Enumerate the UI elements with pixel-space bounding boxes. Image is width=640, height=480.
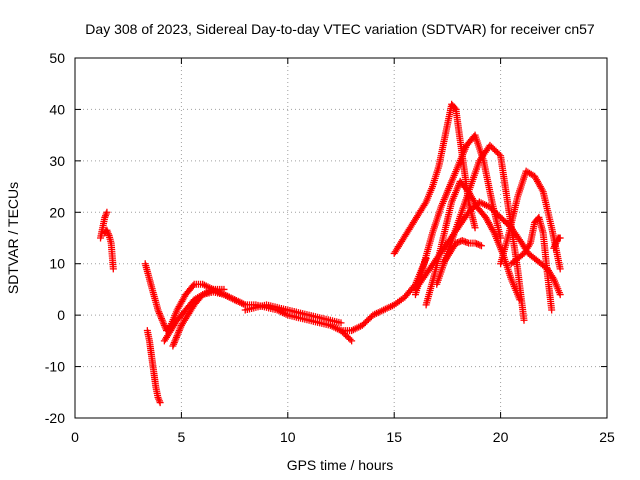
x-tick-label: 0 bbox=[71, 429, 79, 445]
plot-frame bbox=[74, 57, 608, 419]
y-axis-label: SDTVAR / TECUs bbox=[5, 182, 21, 294]
series-sat-d bbox=[143, 327, 164, 407]
data-point bbox=[109, 265, 117, 273]
series-sat-n bbox=[411, 198, 564, 299]
data-point-fill bbox=[189, 282, 197, 290]
x-axis-label: GPS time / hours bbox=[287, 457, 394, 473]
series-sat-m bbox=[439, 237, 485, 268]
x-tick-label: 15 bbox=[386, 429, 402, 445]
data-point bbox=[103, 208, 111, 216]
data-point-fill bbox=[346, 335, 354, 343]
series-sat-p bbox=[507, 213, 556, 314]
data-point-fill bbox=[102, 212, 110, 220]
data-point-fill bbox=[451, 104, 459, 112]
y-tick-label: 10 bbox=[49, 256, 65, 272]
data-point-fill bbox=[155, 395, 163, 403]
axis-ticks bbox=[74, 57, 608, 419]
x-tick-label: 25 bbox=[599, 429, 615, 445]
data-point bbox=[556, 234, 564, 242]
data-point bbox=[220, 285, 228, 293]
y-tick-label: 0 bbox=[57, 307, 65, 323]
y-tick-label: 50 bbox=[49, 50, 65, 66]
data-point-fill bbox=[495, 150, 503, 158]
x-tick-label: 20 bbox=[493, 429, 509, 445]
data-marks bbox=[97, 100, 564, 407]
x-tick-label: 10 bbox=[280, 429, 296, 445]
series-sat-f bbox=[169, 285, 228, 350]
chart-title: Day 308 of 2023, Sidereal Day-to-day VTE… bbox=[85, 21, 595, 37]
series-sat-o bbox=[497, 167, 564, 273]
series-sat-e bbox=[160, 288, 249, 345]
y-tick-label: 40 bbox=[49, 101, 65, 117]
series-sat-q bbox=[550, 234, 564, 252]
data-point bbox=[477, 242, 485, 250]
data-point bbox=[556, 265, 564, 273]
y-tick-label: 30 bbox=[49, 153, 65, 169]
series-sat-b bbox=[101, 226, 117, 273]
y-tick-label: 20 bbox=[49, 204, 65, 220]
series-sat-a bbox=[97, 208, 111, 242]
data-point bbox=[348, 337, 356, 345]
grid-lines bbox=[75, 58, 607, 418]
data-point bbox=[337, 319, 345, 327]
tick-labels: 0 5 10 15 20 25 -20 -10 0 10 20 30 40 50 bbox=[45, 50, 615, 445]
data-point bbox=[520, 316, 528, 324]
data-point bbox=[156, 399, 164, 407]
data-point bbox=[471, 224, 479, 232]
y-tick-label: -20 bbox=[45, 410, 65, 426]
data-point bbox=[556, 291, 564, 299]
y-tick-label: -10 bbox=[45, 359, 65, 375]
series-sat-g bbox=[241, 301, 345, 327]
x-tick-label: 5 bbox=[178, 429, 186, 445]
data-point bbox=[548, 306, 556, 314]
series-sat-c bbox=[141, 260, 356, 345]
